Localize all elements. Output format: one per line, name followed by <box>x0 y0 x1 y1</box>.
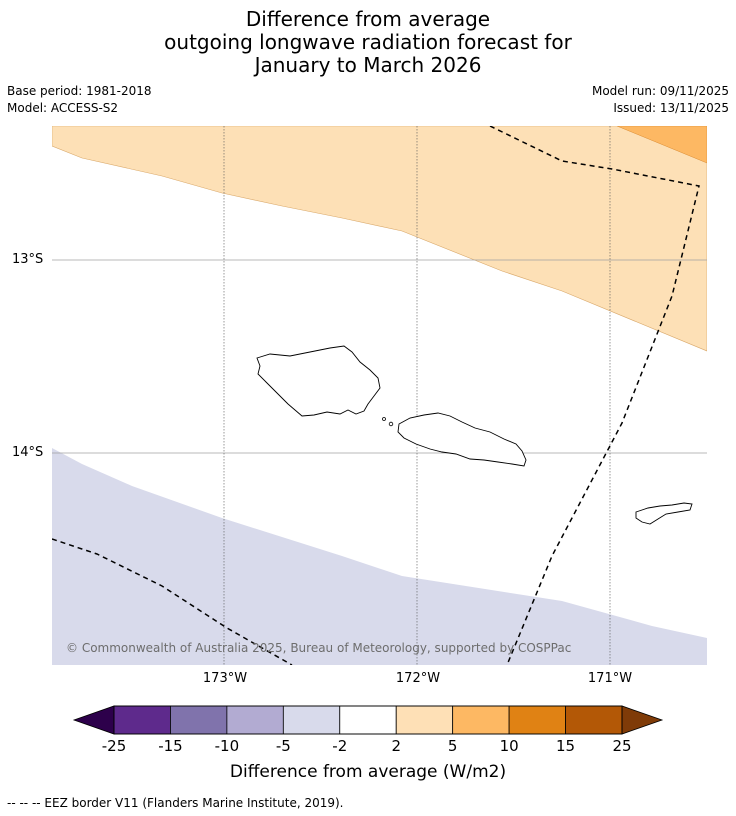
upolu-island <box>397 412 527 467</box>
eez-border-north <box>489 126 700 665</box>
colorbar-tick-label: -5 <box>275 737 291 755</box>
colorbar-tick-label: -15 <box>158 737 183 755</box>
colorbar-tick-label: 10 <box>499 737 519 755</box>
colorbar-segment <box>452 705 510 735</box>
colorbar-tick-label: -2 <box>332 737 348 755</box>
colorbar-tick-label: -10 <box>214 737 240 755</box>
anomaly-region-neg5-to-neg2 <box>52 448 707 665</box>
lat-label-13s: 13°S <box>12 252 44 267</box>
colorbar-extension-low <box>72 705 115 735</box>
chart-title: Difference from average outgoing longwav… <box>0 8 736 77</box>
colorbar-tick-label: 2 <box>391 737 401 755</box>
lon-label-171w: 171°W <box>587 671 633 686</box>
eez-footnote: -- -- -- EEZ border V11 (Flanders Marine… <box>7 796 344 810</box>
colorbar-outline <box>113 705 623 735</box>
lon-label-173w: 173°W <box>202 671 248 686</box>
colorbar-segment <box>395 705 454 735</box>
manono-islet <box>382 417 386 421</box>
colorbar-segment <box>113 705 171 735</box>
meta-right: Model run: 09/11/2025 Issued: 13/11/2025 <box>592 83 729 117</box>
colorbar-segment <box>339 705 397 735</box>
eez-border-southwest <box>52 538 293 665</box>
lon-label-172w: 172°W <box>395 671 441 686</box>
anomaly-region-5-to-10 <box>616 126 707 164</box>
colorbar-tick-label: 25 <box>612 737 632 755</box>
lat-label-14s: 14°S <box>12 445 44 460</box>
title-line-3: January to March 2026 <box>254 53 482 77</box>
forecast-map: © Commonwealth of Australia 2025, Bureau… <box>52 126 707 665</box>
colorbar-tick-label: -25 <box>101 737 127 755</box>
model-name: Model: ACCESS-S2 <box>7 101 119 115</box>
colorbar-extension-high <box>621 705 664 735</box>
base-period: Base period: 1981-2018 <box>7 84 152 98</box>
title-line-1: Difference from average <box>245 7 491 31</box>
map-canvas <box>52 126 707 665</box>
colorbar-segment <box>282 705 341 735</box>
meta-left: Base period: 1981-2018 Model: ACCESS-S2 <box>7 83 152 117</box>
colorbar-label: Difference from average (W/m2) <box>229 762 507 782</box>
colorbar-tick-label: 5 <box>447 737 458 755</box>
colorbar <box>72 705 664 735</box>
tutuila-island <box>635 502 693 525</box>
colorbar-segment <box>170 705 228 735</box>
colorbar-segment <box>565 705 623 735</box>
savaii-island <box>256 345 381 417</box>
colorbar-segment <box>508 705 566 735</box>
colorbar-tick-label: 15 <box>556 737 576 755</box>
anomaly-region-2-to-5 <box>52 126 707 352</box>
apolima-islet <box>388 421 394 427</box>
copyright-notice: © Commonwealth of Australia 2025, Bureau… <box>66 641 572 655</box>
colorbar-segment <box>226 705 284 735</box>
issued-date: Issued: 13/11/2025 <box>613 101 729 115</box>
title-line-2: outgoing longwave radiation forecast for <box>164 30 572 54</box>
model-run: Model run: 09/11/2025 <box>591 84 729 98</box>
